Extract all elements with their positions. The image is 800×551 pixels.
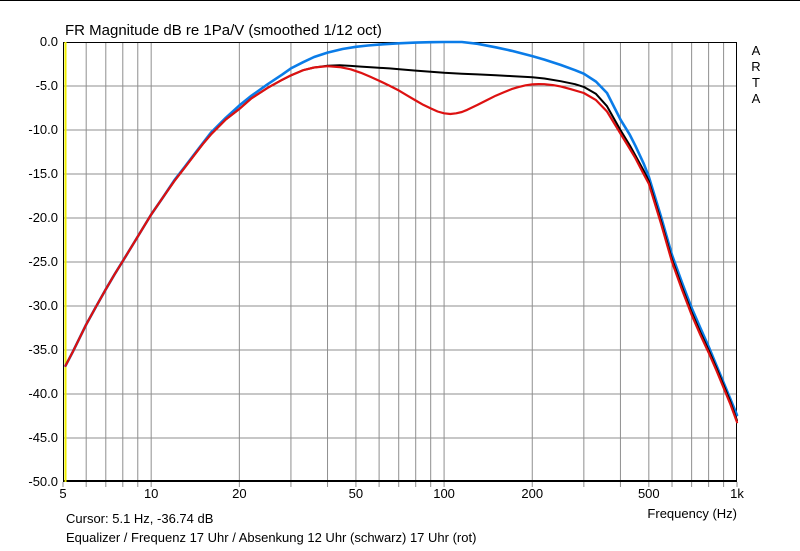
y-tick-label: -20.0 <box>28 210 58 225</box>
y-tick-label: -30.0 <box>28 298 58 313</box>
arta-letter: A <box>751 43 761 58</box>
x-tick-label: 50 <box>348 486 364 501</box>
x-tick-label: 20 <box>232 486 247 501</box>
y-tick-label: 0.0 <box>39 34 58 49</box>
x-tick-label: 5 <box>59 486 67 501</box>
y-tick-label: -40.0 <box>28 386 58 401</box>
overlay-caption: Equalizer / Frequenz 17 Uhr / Absenkung … <box>66 530 477 545</box>
series-curve-1 <box>64 64 738 422</box>
x-tick-label: 10 <box>143 486 159 501</box>
cursor-readout: Cursor: 5.1 Hz, -36.74 dB <box>66 511 214 526</box>
y-tick-label: -15.0 <box>28 166 58 181</box>
y-tick-label: -10.0 <box>28 122 58 137</box>
x-tick-label: 500 <box>637 486 660 501</box>
series-curve-2 <box>64 65 739 424</box>
x-tick-label: 1k <box>730 486 744 501</box>
series-curve-0 <box>64 40 739 417</box>
arta-letter: R <box>751 59 761 74</box>
y-tick-label: -50.0 <box>28 474 58 489</box>
window-top-divider <box>0 0 800 1</box>
x-tick-label: 100 <box>433 486 455 501</box>
arta-logo: A R T A <box>747 43 765 107</box>
y-tick-label: -25.0 <box>28 254 58 269</box>
x-tick-label: 200 <box>521 486 544 501</box>
fr-plot-canvas[interactable] <box>62 40 739 488</box>
arta-letter: T <box>752 75 760 90</box>
x-axis-label: Frequency (Hz) <box>647 506 737 521</box>
chart-title: FR Magnitude dB re 1Pa/V (smoothed 1/12 … <box>65 22 382 39</box>
arta-letter: A <box>751 91 761 106</box>
plot-area[interactable] <box>62 40 739 487</box>
y-tick-label: -5.0 <box>35 78 58 93</box>
y-tick-label: -45.0 <box>28 430 58 445</box>
y-tick-label: -35.0 <box>28 342 58 357</box>
